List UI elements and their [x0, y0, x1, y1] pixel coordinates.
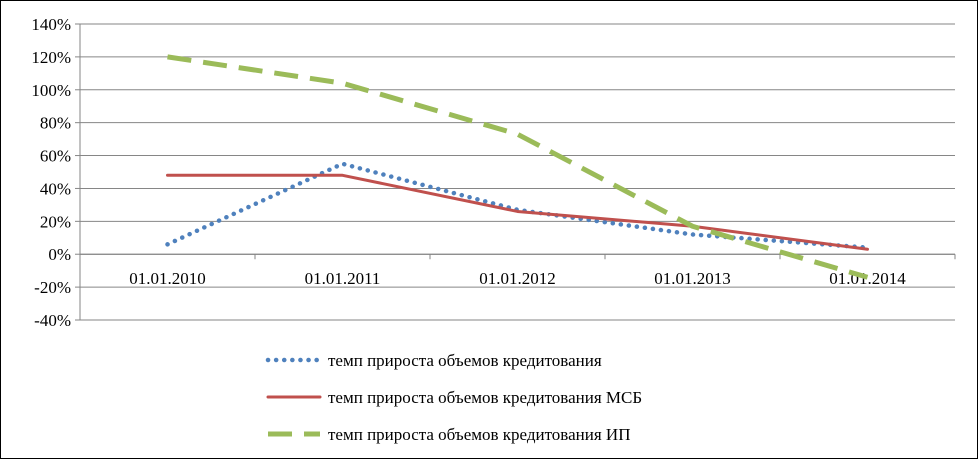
- y-tick-label: 60%: [40, 147, 71, 166]
- legend: темп прироста объемов кредитования темп п…: [265, 351, 642, 444]
- y-tick-label: 0%: [48, 245, 71, 264]
- legend-label-3: темп прироста объемов кредитования ИП: [328, 425, 630, 444]
- x-tick-label: 01.01.2013: [654, 269, 731, 288]
- y-tick-label: 80%: [40, 114, 71, 133]
- x-axis-ticks: 01.01.2010 01.01.2011 01.01.2012 01.01.2013…: [129, 269, 906, 288]
- series-lines: [165, 54, 870, 280]
- legend-label-1: темп прироста объемов кредитования: [328, 351, 602, 370]
- y-tick-label: 40%: [40, 179, 71, 198]
- y-axis-ticks: -40% -20% 0% 20% 40% 60% 80% 100% 120% 140%: [31, 15, 71, 330]
- series-line-3: [167, 54, 869, 280]
- x-tick-label: 01.01.2014: [829, 269, 906, 288]
- y-tick-label: -40%: [34, 311, 71, 330]
- series-line-2: [166, 173, 869, 251]
- y-tick-label: 100%: [31, 81, 71, 100]
- x-tick-label: 01.01.2010: [129, 269, 206, 288]
- x-tick-label: 01.01.2012: [479, 269, 556, 288]
- gridlines: [75, 23, 956, 321]
- y-tick-label: 140%: [31, 15, 71, 34]
- series-line-1: [165, 161, 870, 250]
- y-tick-label: -20%: [34, 278, 71, 297]
- y-tick-label: 20%: [40, 212, 71, 231]
- legend-label-2: темп прироста объемов кредитования МСБ: [328, 388, 642, 407]
- x-tick-label: 01.01.2011: [305, 269, 381, 288]
- y-tick-label: 120%: [31, 48, 71, 67]
